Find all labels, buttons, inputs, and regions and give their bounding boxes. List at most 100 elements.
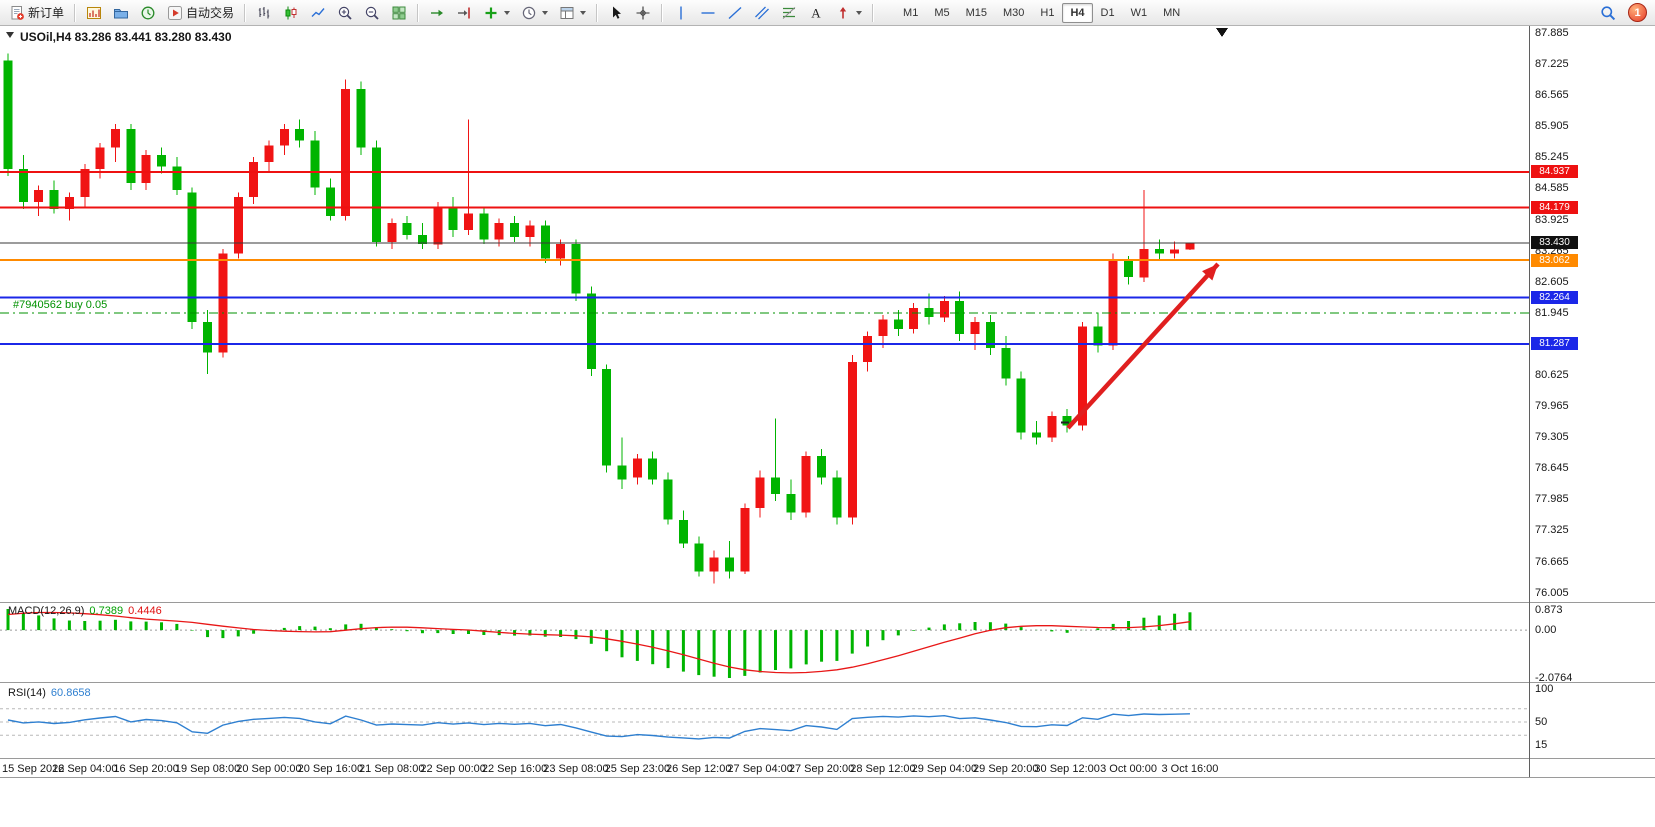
trendline-button[interactable] — [722, 2, 748, 24]
candle — [893, 319, 903, 329]
line-chart-button[interactable] — [305, 2, 331, 24]
text-tool-button[interactable]: A — [803, 2, 829, 24]
macd-axis-label: 0.873 — [1535, 604, 1563, 616]
chevron-down-icon — [504, 10, 511, 15]
search-button[interactable] — [1595, 2, 1621, 24]
macd-signal-value: 0.4446 — [128, 605, 162, 617]
timeframe-m1-button[interactable]: M1 — [895, 3, 926, 23]
price-axis-label: 87.225 — [1535, 58, 1569, 71]
horizontal-line-button[interactable] — [695, 2, 721, 24]
periods-icon — [522, 6, 536, 19]
fibonacci-button[interactable] — [776, 2, 802, 24]
channel-button[interactable] — [749, 2, 775, 24]
candle — [387, 223, 397, 242]
crosshair-button[interactable] — [630, 2, 656, 24]
vertical-line-button[interactable] — [668, 2, 694, 24]
candlestick-chart-button[interactable] — [278, 2, 304, 24]
chart-shift-button[interactable] — [451, 2, 477, 24]
candle — [939, 300, 949, 318]
candle — [494, 223, 504, 240]
periods-button[interactable] — [516, 2, 553, 24]
candle — [49, 190, 59, 209]
tile-windows-button[interactable] — [386, 2, 412, 24]
time-axis-label: 15 Sep 2022 — [2, 763, 65, 775]
one-click-trading-toggle-icon[interactable] — [6, 32, 14, 38]
price-tag: 81.287 — [1531, 337, 1578, 351]
profiles-button[interactable] — [108, 2, 134, 24]
rsi-value: 60.8658 — [50, 687, 91, 699]
candle — [540, 225, 550, 259]
candle — [832, 477, 842, 518]
chart-title: USOil,H4 83.286 83.441 83.280 83.430 — [20, 30, 232, 44]
price-tag: 83.062 — [1531, 253, 1578, 267]
price-axis-label: 76.665 — [1535, 555, 1569, 568]
timeframe-d1-button[interactable]: D1 — [1093, 3, 1123, 23]
macd-axis-label: 0.00 — [1535, 624, 1557, 637]
candle — [1093, 326, 1103, 346]
candle — [955, 300, 965, 334]
candle — [371, 147, 381, 242]
candle — [3, 60, 13, 169]
zoom-in-button[interactable] — [332, 2, 358, 24]
arrows-tool-button[interactable] — [830, 2, 867, 24]
new-order-icon — [11, 5, 24, 20]
time-axis-label: 29 Sep 20:00 — [973, 763, 1039, 775]
zoom-out-icon — [365, 6, 379, 20]
price-tag: 84.937 — [1531, 165, 1578, 179]
time-axis-label: 26 Sep 12:00 — [666, 763, 732, 775]
candle — [924, 307, 934, 318]
timeframe-m30-button[interactable]: M30 — [995, 3, 1032, 23]
candle — [970, 322, 980, 334]
panel-separator[interactable] — [0, 682, 1655, 683]
time-axis-label: 23 Sep 08:00 — [543, 763, 609, 775]
toolbar-separator — [872, 3, 875, 22]
zoom-out-button[interactable] — [359, 2, 385, 24]
notification-badge[interactable]: 1 — [1628, 3, 1647, 22]
new-chart-icon — [87, 6, 102, 19]
bar-chart-button[interactable] — [251, 2, 277, 24]
cursor-button[interactable] — [603, 2, 629, 24]
new-order-button[interactable]: 新订单 — [4, 2, 69, 24]
time-axis-label: 22 Sep 16:00 — [481, 763, 548, 775]
price-axis-label: 86.565 — [1535, 89, 1569, 102]
candle — [233, 197, 243, 254]
market-watch-button[interactable] — [135, 2, 161, 24]
timeframe-h1-button[interactable]: H1 — [1032, 3, 1062, 23]
price-axis-label: 81.945 — [1535, 306, 1569, 319]
candle — [279, 128, 289, 146]
candle — [157, 154, 166, 167]
timeframe-m5-button[interactable]: M5 — [926, 3, 957, 23]
new-chart-button[interactable] — [81, 2, 107, 24]
candle — [1001, 347, 1011, 379]
timeframe-m15-button[interactable]: M15 — [958, 3, 995, 23]
price-axis-label: 79.305 — [1535, 431, 1569, 444]
timeframe-w1-button[interactable]: W1 — [1123, 3, 1156, 23]
price-axis-label: 80.625 — [1535, 368, 1569, 381]
panel-separator[interactable] — [0, 602, 1655, 603]
trend-arrow[interactable] — [1066, 262, 1220, 430]
candle — [1047, 416, 1057, 438]
candle — [203, 322, 212, 353]
main-chart-canvas[interactable] — [0, 26, 1529, 603]
timeframe-mn-button[interactable]: MN — [1155, 3, 1188, 23]
rsi-panel-canvas[interactable] — [0, 683, 1529, 759]
templates-button[interactable] — [554, 2, 591, 24]
timeframe-h4-button[interactable]: H4 — [1062, 2, 1093, 23]
indicators-icon — [485, 7, 497, 18]
horizontal-line-icon — [701, 11, 715, 14]
candle — [724, 557, 734, 572]
candle — [510, 223, 519, 238]
macd-signal-line — [7, 611, 1191, 674]
candle — [617, 465, 627, 480]
macd-panel-canvas[interactable] — [0, 603, 1529, 683]
candle — [111, 128, 120, 148]
candle — [325, 187, 335, 216]
object-anchor-marker[interactable] — [1216, 28, 1228, 37]
candle — [172, 166, 182, 191]
autotrading-icon — [168, 5, 183, 20]
auto-scroll-button[interactable] — [424, 2, 450, 24]
time-axis-label: 30 Sep 12:00 — [1034, 763, 1100, 775]
chevron-down-icon — [580, 10, 587, 15]
autotrading-button[interactable]: 自动交易 — [162, 2, 239, 24]
indicators-button[interactable] — [478, 2, 515, 24]
